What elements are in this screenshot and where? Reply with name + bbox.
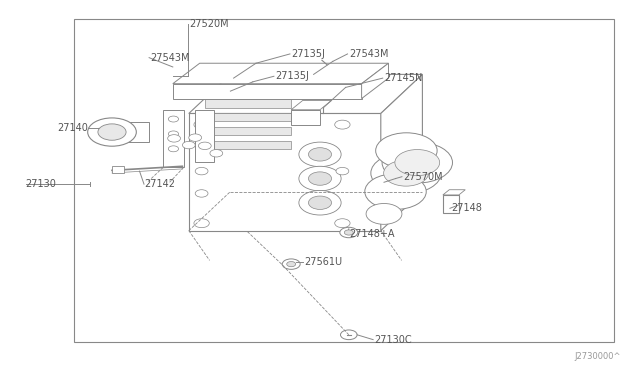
Bar	[205, 141, 291, 149]
Circle shape	[340, 227, 358, 238]
Circle shape	[182, 141, 195, 149]
Bar	[125, 122, 149, 142]
Circle shape	[366, 203, 402, 224]
Circle shape	[168, 116, 179, 122]
Circle shape	[308, 172, 332, 185]
Circle shape	[308, 148, 332, 161]
Circle shape	[365, 174, 426, 209]
Text: 27130: 27130	[26, 179, 56, 189]
Text: 27142: 27142	[144, 179, 175, 189]
Polygon shape	[443, 190, 465, 195]
Polygon shape	[291, 100, 332, 110]
Bar	[291, 110, 320, 125]
Text: 27543M: 27543M	[349, 49, 388, 59]
Bar	[443, 195, 459, 213]
Circle shape	[371, 153, 441, 193]
Circle shape	[168, 131, 179, 137]
Circle shape	[299, 166, 341, 191]
Circle shape	[382, 142, 452, 183]
Polygon shape	[173, 63, 388, 84]
Text: 27140: 27140	[58, 124, 88, 133]
Circle shape	[195, 190, 208, 197]
Text: 27148+A: 27148+A	[349, 230, 394, 239]
Bar	[112, 166, 124, 173]
Circle shape	[88, 118, 136, 146]
Circle shape	[198, 142, 211, 150]
Circle shape	[168, 135, 180, 142]
Circle shape	[194, 120, 209, 129]
Circle shape	[395, 150, 440, 176]
Text: 27145N: 27145N	[384, 73, 422, 83]
Text: 27543M: 27543M	[150, 53, 190, 62]
Circle shape	[335, 219, 350, 228]
Circle shape	[299, 142, 341, 167]
Text: 27135J: 27135J	[275, 71, 309, 81]
Text: 27561U: 27561U	[304, 257, 342, 267]
Bar	[189, 113, 381, 231]
Circle shape	[210, 150, 223, 157]
Circle shape	[383, 160, 428, 186]
Polygon shape	[381, 74, 422, 231]
Text: 27135J: 27135J	[291, 49, 325, 59]
Circle shape	[340, 330, 357, 340]
Circle shape	[287, 262, 296, 267]
Bar	[205, 99, 291, 108]
Circle shape	[195, 167, 208, 175]
Circle shape	[168, 146, 179, 152]
Text: 27148: 27148	[451, 203, 482, 213]
Circle shape	[282, 259, 300, 269]
Text: 27570M: 27570M	[403, 172, 443, 182]
Circle shape	[308, 196, 332, 209]
Circle shape	[194, 219, 209, 228]
Circle shape	[336, 167, 349, 175]
Circle shape	[189, 134, 202, 141]
Bar	[205, 113, 291, 121]
Circle shape	[299, 190, 341, 215]
Polygon shape	[189, 74, 422, 113]
Polygon shape	[362, 63, 388, 99]
Circle shape	[335, 120, 350, 129]
Text: 27130C: 27130C	[374, 335, 412, 344]
Text: J2730000^: J2730000^	[574, 352, 621, 361]
Bar	[195, 110, 214, 162]
Bar	[163, 110, 184, 167]
Bar	[173, 84, 362, 99]
Circle shape	[376, 133, 437, 169]
Text: 27520M: 27520M	[189, 19, 228, 29]
Circle shape	[98, 124, 126, 140]
Circle shape	[344, 230, 353, 235]
Bar	[205, 127, 291, 135]
Bar	[74, 19, 614, 342]
